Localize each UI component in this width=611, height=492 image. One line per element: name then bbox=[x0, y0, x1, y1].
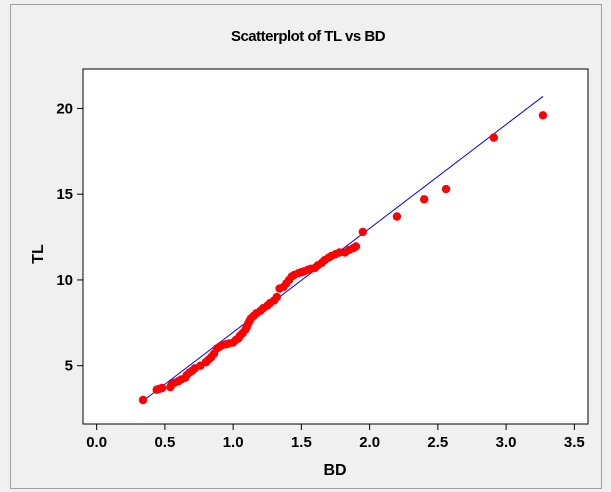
x-tick-label: 0.5 bbox=[154, 434, 175, 451]
y-axis-ticks: 5 10 15 20 bbox=[56, 100, 83, 375]
data-point bbox=[420, 195, 429, 204]
data-point bbox=[489, 133, 499, 142]
data-point bbox=[538, 111, 548, 120]
data-point bbox=[351, 242, 361, 251]
x-axis-ticks: 0.0 0.5 1.0 1.5 2.0 2.5 3.0 3.5 bbox=[86, 424, 585, 451]
y-tick-label: 10 bbox=[56, 272, 73, 289]
y-tick-label: 5 bbox=[65, 358, 73, 375]
x-tick-label: 2.5 bbox=[427, 434, 448, 451]
plot-area bbox=[82, 68, 589, 425]
y-tick-label: 15 bbox=[56, 186, 73, 203]
points-layer bbox=[138, 111, 548, 405]
x-tick-label: 3.0 bbox=[496, 434, 517, 451]
x-tick-label: 1.5 bbox=[291, 434, 312, 451]
fit-line-layer bbox=[142, 96, 544, 402]
fit-line bbox=[142, 96, 544, 402]
x-axis-label: BD bbox=[323, 462, 346, 479]
data-point bbox=[392, 212, 402, 221]
data-point bbox=[138, 395, 148, 405]
data-point bbox=[441, 184, 451, 194]
y-tick-label: 20 bbox=[56, 100, 73, 117]
data-point bbox=[358, 227, 367, 237]
x-tick-label: 1.0 bbox=[223, 434, 244, 451]
chart-frame-border bbox=[10, 4, 602, 489]
data-point bbox=[272, 292, 282, 302]
y-axis-label: TL bbox=[30, 244, 47, 264]
chart-title: Scatterplot of TL vs BD bbox=[231, 28, 386, 45]
x-tick-label: 0.0 bbox=[86, 434, 107, 451]
x-tick-label: 3.5 bbox=[564, 434, 585, 451]
x-tick-label: 2.0 bbox=[359, 434, 380, 451]
data-point bbox=[157, 383, 167, 393]
